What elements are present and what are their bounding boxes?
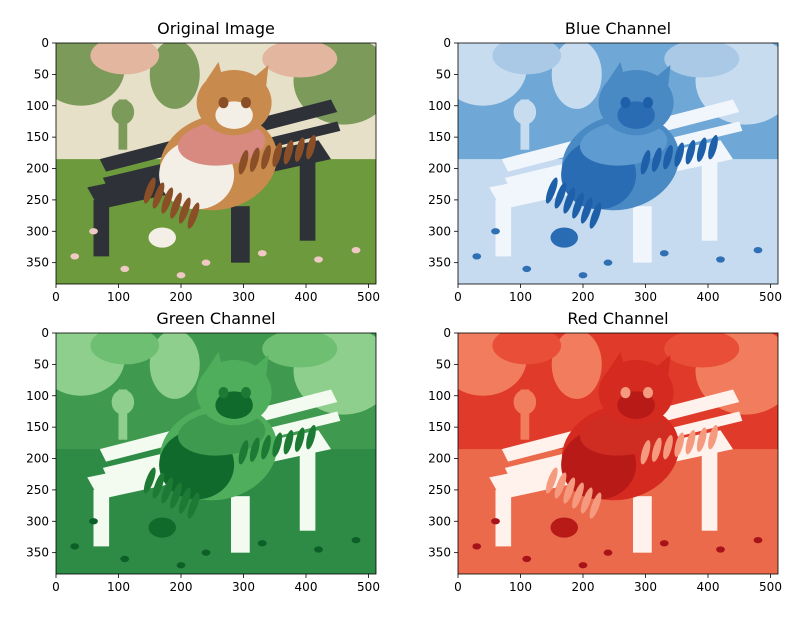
x-tick-label: 400 — [295, 580, 318, 594]
x-tick-label: 200 — [170, 290, 193, 304]
y-tick-label: 250 — [428, 193, 451, 207]
y-tick-label: 100 — [26, 389, 49, 403]
y-tick-label: 50 — [34, 67, 49, 81]
y-tick-label: 150 — [26, 130, 49, 144]
y-tick-label: 0 — [41, 36, 49, 50]
y-tick-label: 0 — [41, 326, 49, 340]
x-tick-label: 500 — [759, 580, 782, 594]
x-tick-label: 100 — [107, 290, 130, 304]
x-tick-label: 400 — [697, 580, 720, 594]
y-tick-label: 350 — [26, 546, 49, 560]
x-tick-label: 300 — [232, 290, 255, 304]
y-tick-label: 300 — [428, 224, 451, 238]
y-tick-label: 150 — [428, 420, 451, 434]
channel-image — [458, 43, 778, 284]
x-tick-label: 200 — [170, 580, 193, 594]
y-tick-label: 300 — [428, 514, 451, 528]
y-tick-label: 200 — [428, 162, 451, 176]
x-tick-label: 300 — [634, 580, 657, 594]
x-tick-label: 500 — [357, 290, 380, 304]
y-tick-label: 250 — [428, 483, 451, 497]
y-tick-label: 250 — [26, 483, 49, 497]
y-tick-label: 200 — [26, 162, 49, 176]
y-tick-label: 350 — [428, 546, 451, 560]
x-tick-label: 0 — [52, 290, 60, 304]
panel-title: Red Channel — [567, 309, 668, 328]
axes-frame — [55, 332, 377, 575]
y-tick-label: 100 — [428, 389, 451, 403]
channel-image — [56, 43, 376, 284]
panel-title: Original Image — [157, 19, 275, 38]
y-tick-label: 0 — [443, 326, 451, 340]
x-tick-label: 300 — [634, 290, 657, 304]
y-tick-label: 50 — [34, 357, 49, 371]
x-tick-label: 200 — [572, 580, 595, 594]
x-tick-label: 500 — [357, 580, 380, 594]
panel-title: Green Channel — [156, 309, 275, 328]
y-tick-label: 50 — [436, 67, 451, 81]
y-tick-label: 350 — [428, 256, 451, 270]
x-tick-label: 400 — [697, 290, 720, 304]
axes-frame — [457, 42, 779, 285]
chart-panel-4: Red Channel 0 100 200 300 400 500 0 50 100 150 200 2… — [428, 309, 782, 594]
y-tick-label: 350 — [26, 256, 49, 270]
channel-image — [458, 333, 778, 574]
x-tick-label: 300 — [232, 580, 255, 594]
x-tick-label: 100 — [107, 580, 130, 594]
axes-frame — [457, 332, 779, 575]
y-tick-label: 200 — [428, 452, 451, 466]
chart-panel-3: Green Channel 0 100 200 300 400 500 0 50 100 150 20… — [26, 309, 380, 594]
y-tick-label: 300 — [26, 514, 49, 528]
y-tick-label: 150 — [26, 420, 49, 434]
y-tick-label: 200 — [26, 452, 49, 466]
y-tick-label: 150 — [428, 130, 451, 144]
y-tick-label: 300 — [26, 224, 49, 238]
x-tick-label: 0 — [454, 580, 462, 594]
x-tick-label: 200 — [572, 290, 595, 304]
y-tick-label: 100 — [26, 99, 49, 113]
chart-panel-2: Blue Channel 0 100 200 300 400 500 0 50 100 150 200… — [428, 19, 782, 304]
chart-panel-1: Original Image 0 100 200 300 400 500 0 50 100 150 2… — [26, 19, 380, 304]
x-tick-label: 500 — [759, 290, 782, 304]
panel-title: Blue Channel — [565, 19, 671, 38]
x-tick-label: 100 — [509, 580, 532, 594]
x-tick-label: 100 — [509, 290, 532, 304]
x-tick-label: 0 — [52, 580, 60, 594]
y-tick-label: 250 — [26, 193, 49, 207]
y-tick-label: 50 — [436, 357, 451, 371]
axes-frame — [55, 42, 377, 285]
x-tick-label: 0 — [454, 290, 462, 304]
y-tick-label: 0 — [443, 36, 451, 50]
x-tick-label: 400 — [295, 290, 318, 304]
channel-image — [56, 333, 376, 574]
y-tick-label: 100 — [428, 99, 451, 113]
